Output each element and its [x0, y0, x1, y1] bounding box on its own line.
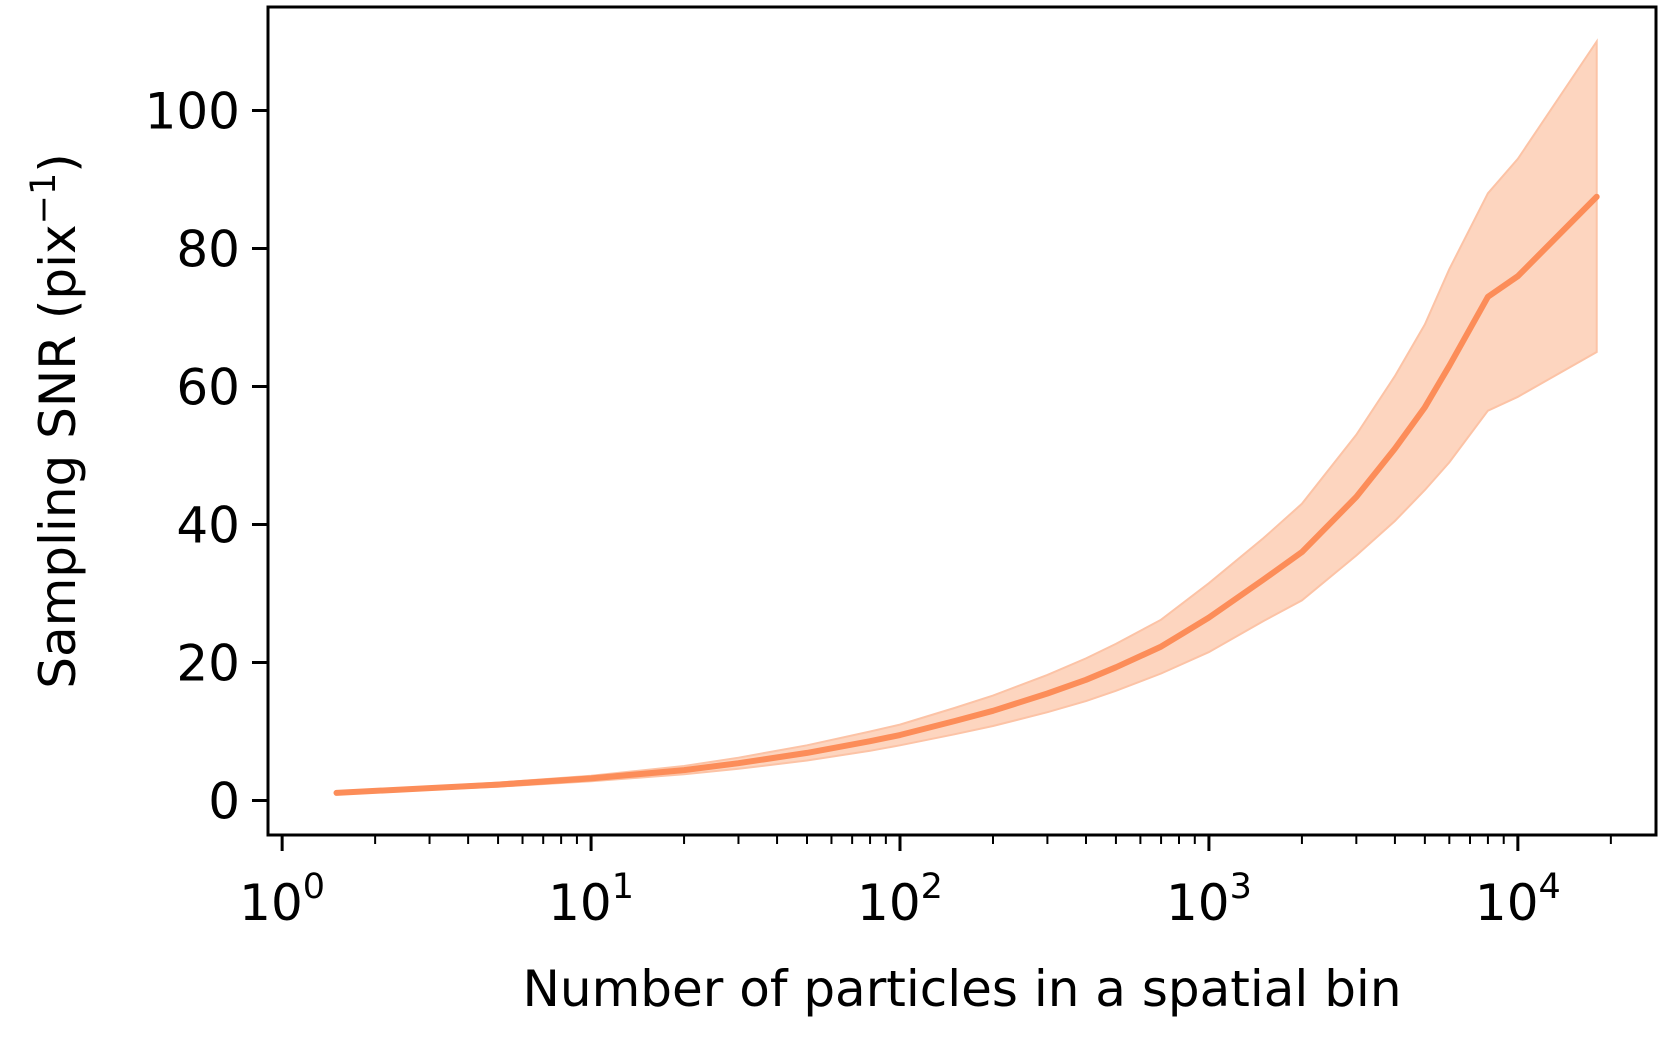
y-tick-label: 20 — [176, 635, 240, 693]
y-tick-label: 80 — [176, 221, 240, 279]
confidence-band — [335, 38, 1598, 795]
x-tick-label: 101 — [548, 867, 634, 932]
x-tick-label: 100 — [239, 867, 325, 932]
y-axis-ticks: 0 20 40 60 80 100 — [145, 83, 268, 831]
series-line — [333, 193, 1600, 796]
plot-frame — [266, 5, 1658, 837]
y-tick-label: 40 — [176, 497, 240, 555]
y-axis-label-close: ) — [29, 153, 87, 173]
series-line-layer — [333, 193, 1600, 796]
y-axis-label: Sampling SNR (pix−1) — [24, 153, 87, 689]
y-tick-label: 0 — [208, 773, 240, 831]
y-axis-label-main: Sampling SNR (pix — [29, 224, 87, 688]
y-tick-label: 100 — [145, 83, 240, 141]
y-tick-label: 60 — [176, 359, 240, 417]
confidence-band-layer — [335, 38, 1598, 795]
x-tick-label: 103 — [1166, 867, 1252, 932]
x-axis-label: Number of particles in a spatial bin — [522, 960, 1401, 1018]
y-axis-label-superscript: −1 — [24, 173, 64, 225]
x-tick-label: 102 — [857, 867, 943, 932]
x-tick-label: 104 — [1475, 867, 1561, 932]
x-axis-ticks: 100 101 102 103 104 — [239, 835, 1612, 932]
